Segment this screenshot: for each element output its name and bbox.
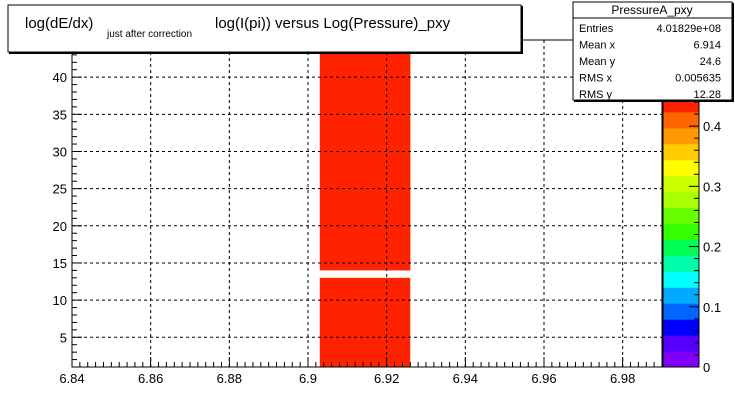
palette-tick-label: 0.2 xyxy=(703,240,721,255)
y-axis: 5 10 15 20 25 30 35 40 xyxy=(53,39,82,368)
stats-value: 0.005635 xyxy=(675,73,721,85)
palette-swatch xyxy=(663,207,699,225)
title-main: log(dE/dx) xyxy=(25,15,93,32)
stats-value: 4.01829e+08 xyxy=(656,23,721,35)
palette-tick-label: 0 xyxy=(703,360,710,375)
y-tick-label: 15 xyxy=(53,256,67,271)
y-tick-label: 5 xyxy=(60,330,67,345)
heatmap-cell xyxy=(321,40,403,167)
y-tick-label: 35 xyxy=(53,107,67,122)
palette-swatch xyxy=(663,319,699,336)
palette-tick-label: 0.3 xyxy=(703,179,721,194)
title-subscript: just after correction xyxy=(106,29,192,40)
stats-label: RMS y xyxy=(579,89,613,101)
stats-value: 6.914 xyxy=(693,40,721,52)
palette-swatch xyxy=(663,223,699,240)
heatmap-cell xyxy=(319,277,411,367)
palette-swatch xyxy=(663,255,699,272)
heatmap-cell xyxy=(400,40,411,271)
palette-swatch xyxy=(663,191,699,209)
palette-swatch xyxy=(663,143,699,161)
palette-tick-label: 0.4 xyxy=(703,119,721,134)
color-palette: 0 0.1 0.2 0.3 0.4 xyxy=(662,95,721,375)
stats-label: RMS x xyxy=(579,73,613,85)
x-tick-label: 6.94 xyxy=(453,371,478,386)
stats-value: 24.6 xyxy=(700,56,721,68)
stats-label: Mean y xyxy=(579,56,616,68)
y-tick-label: 10 xyxy=(53,293,67,308)
palette-swatch xyxy=(663,351,699,368)
x-tick-label: 6.96 xyxy=(531,371,556,386)
y-tick-label: 30 xyxy=(53,144,67,159)
palette-swatch xyxy=(663,303,699,320)
palette-swatch xyxy=(663,287,699,304)
palette-swatch xyxy=(663,271,699,288)
x-tick-label: 6.88 xyxy=(217,371,242,386)
palette-swatch xyxy=(663,335,699,352)
palette-tick-label: 0.1 xyxy=(703,300,721,315)
x-axis: 6.84 6.86 6.88 6.9 6.92 6.94 6.96 6.98 xyxy=(59,357,663,386)
stats-name: PressureA_pxy xyxy=(611,3,692,17)
x-tick-label: 6.84 xyxy=(59,371,84,386)
y-tick-label: 40 xyxy=(53,70,67,85)
stats-label: Mean x xyxy=(579,40,616,52)
x-tick-label: 6.9 xyxy=(299,371,317,386)
stats-value: 12.28 xyxy=(693,89,721,101)
x-tick-label: 6.98 xyxy=(610,371,635,386)
x-tick-label: 6.86 xyxy=(138,371,163,386)
stats-box: PressureA_pxy Entries 4.01829e+08 Mean x 6.… xyxy=(572,1,734,102)
palette-swatch xyxy=(663,111,699,129)
x-tick-label: 6.92 xyxy=(374,371,399,386)
title-box: log(dE/dx) just after correction log(I(p… xyxy=(7,4,523,54)
title-rest: log(I(pi)) versus Log(Pressure)_pxy xyxy=(215,15,451,32)
stats-rows: Entries 4.01829e+08 Mean x 6.914 Mean y 24.6 R… xyxy=(579,23,721,101)
y-tick-label: 20 xyxy=(53,219,67,234)
palette-swatch xyxy=(663,239,699,256)
y-tick-label: 25 xyxy=(53,182,67,197)
palette-swatch xyxy=(663,175,699,193)
palette-swatch xyxy=(663,159,699,177)
plot-area xyxy=(319,40,411,367)
palette-swatch xyxy=(663,127,699,145)
stats-label: Entries xyxy=(579,23,614,35)
